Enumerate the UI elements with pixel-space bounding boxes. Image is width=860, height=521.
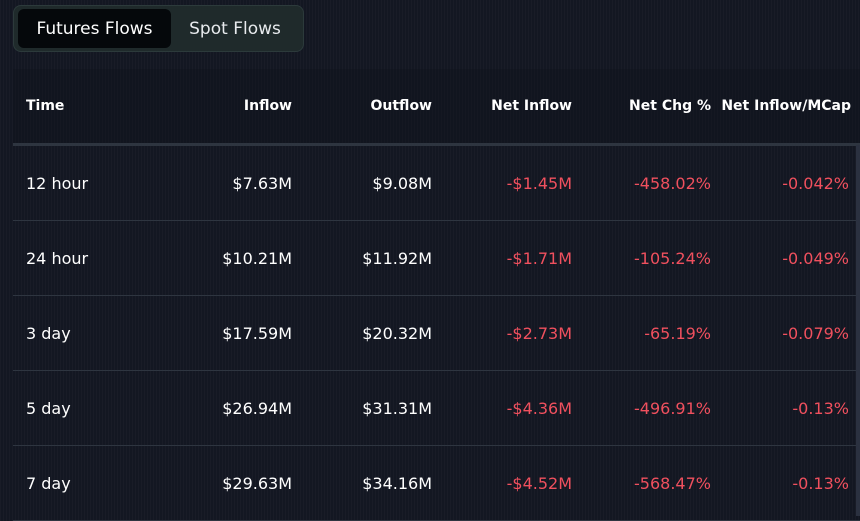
inflow-cell: $7.63M [232, 173, 292, 193]
net-inflow-cell: -$1.45M [506, 173, 572, 193]
header-inflow[interactable]: Inflow [243, 98, 292, 114]
net-inflow-mcap-cell: -0.13% [792, 398, 849, 418]
header-net-inflow[interactable]: Net Inflow [491, 98, 572, 114]
net-inflow-cell: -$4.52M [506, 473, 572, 493]
header-net-chg[interactable]: Net Chg % [629, 98, 711, 114]
table-row: 12 hour $7.63M $9.08M -$1.45M -458.02% -… [13, 146, 860, 221]
time-cell: 7 day [26, 473, 71, 493]
net-chg-cell: -65.19% [644, 323, 711, 343]
inflow-cell: $29.63M [222, 473, 292, 493]
table-row: 24 hour $10.21M $11.92M -$1.71M -105.24%… [13, 221, 860, 296]
net-chg-cell: -105.24% [634, 248, 711, 268]
outflow-cell: $34.16M [362, 473, 432, 493]
net-inflow-cell: -$4.36M [506, 398, 572, 418]
table-scrollbar[interactable] [856, 145, 860, 516]
header-time[interactable]: Time [26, 98, 65, 114]
net-inflow-mcap-cell: -0.042% [782, 173, 849, 193]
net-inflow-mcap-cell: -0.13% [792, 473, 849, 493]
net-chg-cell: -568.47% [634, 473, 711, 493]
net-inflow-cell: -$1.71M [506, 248, 572, 268]
outflow-cell: $20.32M [362, 323, 432, 343]
tab-spot-flows[interactable]: Spot Flows [189, 18, 281, 39]
outflow-cell: $11.92M [362, 248, 432, 268]
table-row: 7 day $29.63M $34.16M -$4.52M -568.47% -… [13, 446, 860, 521]
outflow-cell: $9.08M [372, 173, 432, 193]
net-chg-cell: -458.02% [634, 173, 711, 193]
flows-table: Time Inflow Outflow Net Inflow Net Chg %… [13, 69, 860, 521]
outflow-cell: $31.31M [362, 398, 432, 418]
tab-futures-flows[interactable]: Futures Flows [18, 9, 171, 48]
inflow-cell: $26.94M [222, 398, 292, 418]
inflow-cell: $10.21M [222, 248, 292, 268]
flow-type-tabs: Futures Flows Spot Flows [13, 5, 304, 52]
time-cell: 12 hour [26, 173, 89, 193]
net-inflow-mcap-cell: -0.079% [782, 323, 849, 343]
net-inflow-cell: -$2.73M [506, 323, 572, 343]
time-cell: 24 hour [26, 248, 89, 268]
time-cell: 3 day [26, 323, 71, 343]
net-chg-cell: -496.91% [634, 398, 711, 418]
net-inflow-mcap-cell: -0.049% [782, 248, 849, 268]
table-row: 3 day $17.59M $20.32M -$2.73M -65.19% -0… [13, 296, 860, 371]
inflow-cell: $17.59M [222, 323, 292, 343]
table-header-row: Time Inflow Outflow Net Inflow Net Chg %… [13, 69, 860, 146]
time-cell: 5 day [26, 398, 71, 418]
header-net-inflow-mcap[interactable]: Net Inflow/MCap [721, 98, 851, 114]
table-row: 5 day $26.94M $31.31M -$4.36M -496.91% -… [13, 371, 860, 446]
header-outflow[interactable]: Outflow [370, 98, 433, 114]
